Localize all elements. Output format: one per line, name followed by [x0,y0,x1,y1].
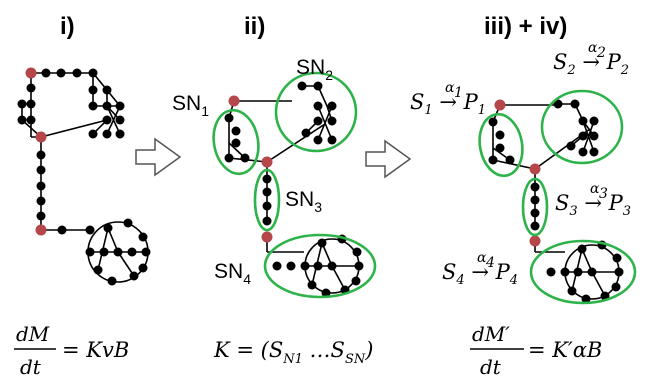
svg-text:S3 → P3: S3 → P3 [555,191,631,219]
panel-1-title: i) [60,13,75,40]
subnetwork-4-ellipse [263,233,377,299]
reaction-1: α 1 S1 → P1 [410,80,486,118]
panel-3-network [478,89,637,305]
equation-2: K = (SN1 …SSN) [213,338,373,367]
subnetwork-4-label: SN4 [214,260,251,287]
svg-text:S4 → P4: S4 → P4 [442,260,518,288]
subnetwork-2-label: SN2 [296,56,333,83]
svg-text:S1 → P1: S1 → P1 [410,90,486,118]
svg-text:α: α [477,250,487,266]
subnetwork-3-label: SN3 [285,188,322,215]
subnetwork-3-ellipse [253,168,281,232]
subnetwork-3-ellipse [521,177,549,237]
subnetwork-1-label: SN1 [172,92,209,119]
svg-text:dt: dt [20,355,42,379]
svg-text:2: 2 [596,45,606,61]
reaction-4: α 4 S4 → P4 [442,250,518,288]
equation-3: dM′ dt = K′αB [470,322,602,379]
subnetwork-4-ellipse [529,239,637,305]
svg-text:dM′: dM′ [472,322,510,346]
svg-text:K = (SN1 …SSN): K = (SN1 …SSN) [213,338,373,367]
subnetwork-2-ellipse [540,89,624,165]
reaction-2: α 2 S2 → P2 [553,40,629,78]
subnetwork-1-ellipse [212,108,260,176]
subnetwork-2-ellipse [274,71,358,153]
svg-text:dt: dt [480,355,502,379]
svg-text:= KvB: = KvB [62,338,129,362]
equation-1: dM dt = KvB [14,322,129,379]
panel-2-network [212,71,377,299]
subnetwork-1-ellipse [478,112,524,178]
svg-text:dM: dM [16,322,50,346]
panel-2-title: ii) [244,13,265,40]
arrow-right-icon [365,139,412,179]
reaction-3: α 3 S3 → P3 [555,181,631,219]
svg-text:α: α [590,181,600,197]
svg-text:= K′αB: = K′αB [528,338,602,362]
svg-text:1: 1 [454,85,463,101]
svg-text:α: α [445,80,455,96]
svg-text:S2 → P2: S2 → P2 [553,50,629,78]
svg-text:4: 4 [485,255,495,271]
panel-1-network [17,67,151,286]
arrow-right-icon [135,137,182,177]
svg-text:3: 3 [599,186,608,202]
svg-text:α: α [588,40,598,56]
panel-3-title: iii) + iv) [484,13,567,40]
